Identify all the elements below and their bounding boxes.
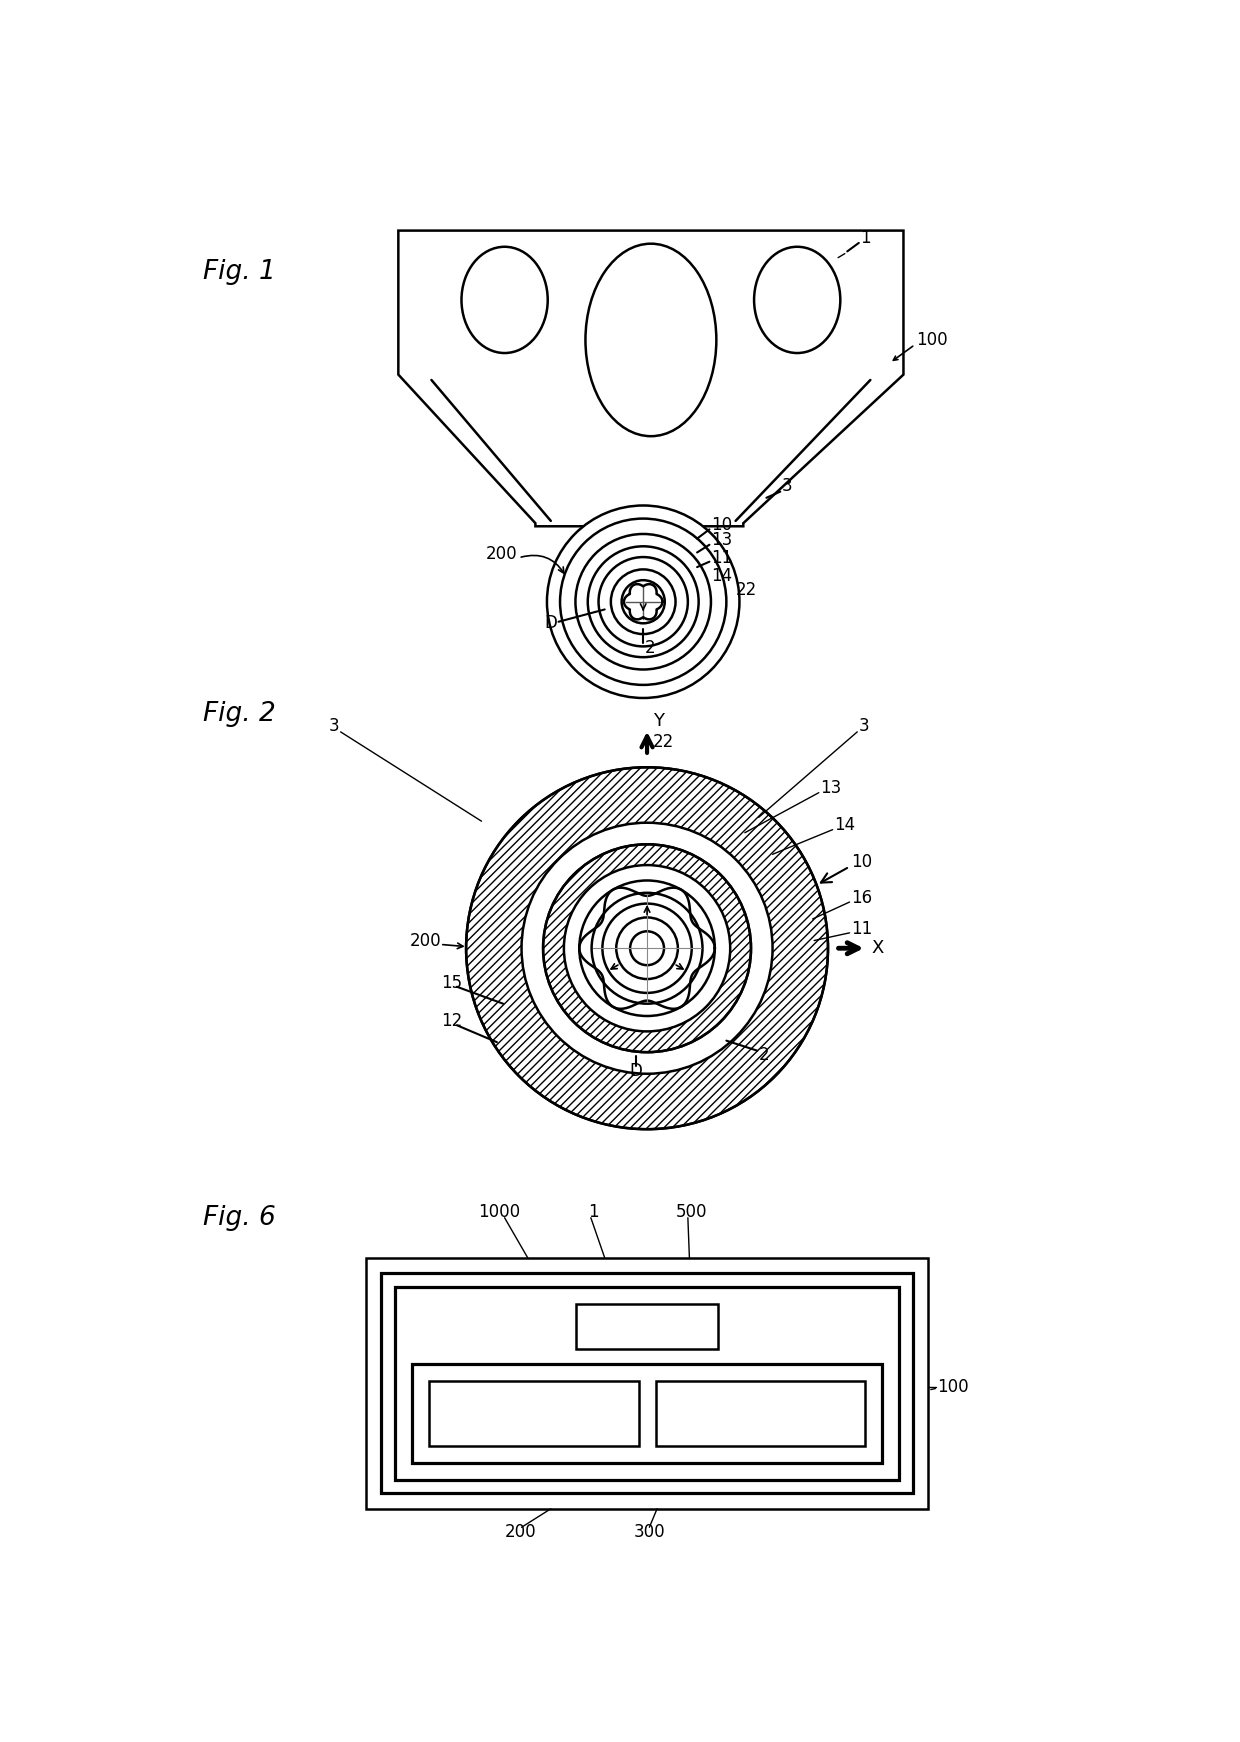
Text: 1000: 1000	[477, 1202, 520, 1221]
Bar	[656, 1381, 866, 1446]
Text: 12: 12	[441, 1012, 463, 1030]
Text: 1: 1	[588, 1202, 599, 1221]
Text: Fig. 1: Fig. 1	[203, 260, 275, 286]
Text: 13: 13	[821, 779, 842, 798]
Text: 200: 200	[410, 932, 441, 949]
Text: 100: 100	[937, 1378, 968, 1395]
Text: D: D	[544, 615, 558, 632]
Text: 1: 1	[861, 230, 870, 247]
Text: 200: 200	[505, 1523, 536, 1542]
Text: 3: 3	[329, 718, 340, 735]
Bar	[412, 1364, 882, 1463]
Bar	[382, 1273, 913, 1493]
Text: 500: 500	[676, 1202, 707, 1221]
Text: 16: 16	[851, 888, 872, 908]
Text: 200: 200	[485, 545, 517, 563]
Circle shape	[547, 505, 739, 699]
Ellipse shape	[754, 247, 841, 354]
Text: 11: 11	[851, 920, 873, 937]
Text: 15: 15	[441, 974, 463, 991]
Polygon shape	[398, 230, 904, 526]
Text: 3: 3	[859, 718, 869, 735]
Text: 10: 10	[851, 854, 872, 871]
Text: 14: 14	[711, 568, 732, 585]
Text: X: X	[872, 939, 884, 958]
Text: 10: 10	[711, 516, 732, 533]
Ellipse shape	[585, 244, 717, 436]
Text: 13: 13	[711, 531, 732, 549]
Text: 14: 14	[835, 815, 856, 834]
Text: D: D	[629, 1063, 642, 1080]
Text: 100: 100	[916, 331, 949, 348]
Bar	[575, 1305, 718, 1348]
Circle shape	[630, 932, 663, 965]
Text: 2: 2	[645, 639, 656, 657]
Bar	[429, 1381, 639, 1446]
Text: Fig. 6: Fig. 6	[203, 1205, 275, 1232]
Circle shape	[522, 822, 773, 1073]
Text: 22: 22	[735, 582, 756, 599]
Text: 300: 300	[634, 1523, 666, 1542]
Bar	[396, 1287, 899, 1479]
Circle shape	[564, 866, 730, 1031]
Text: 11: 11	[711, 549, 732, 566]
Text: Y: Y	[653, 712, 665, 730]
Ellipse shape	[461, 247, 548, 354]
Circle shape	[616, 918, 678, 979]
Bar	[366, 1258, 928, 1509]
Text: 22: 22	[653, 733, 675, 751]
Text: 3: 3	[781, 477, 792, 495]
Text: Fig. 2: Fig. 2	[203, 702, 275, 726]
Text: 2: 2	[759, 1045, 769, 1064]
